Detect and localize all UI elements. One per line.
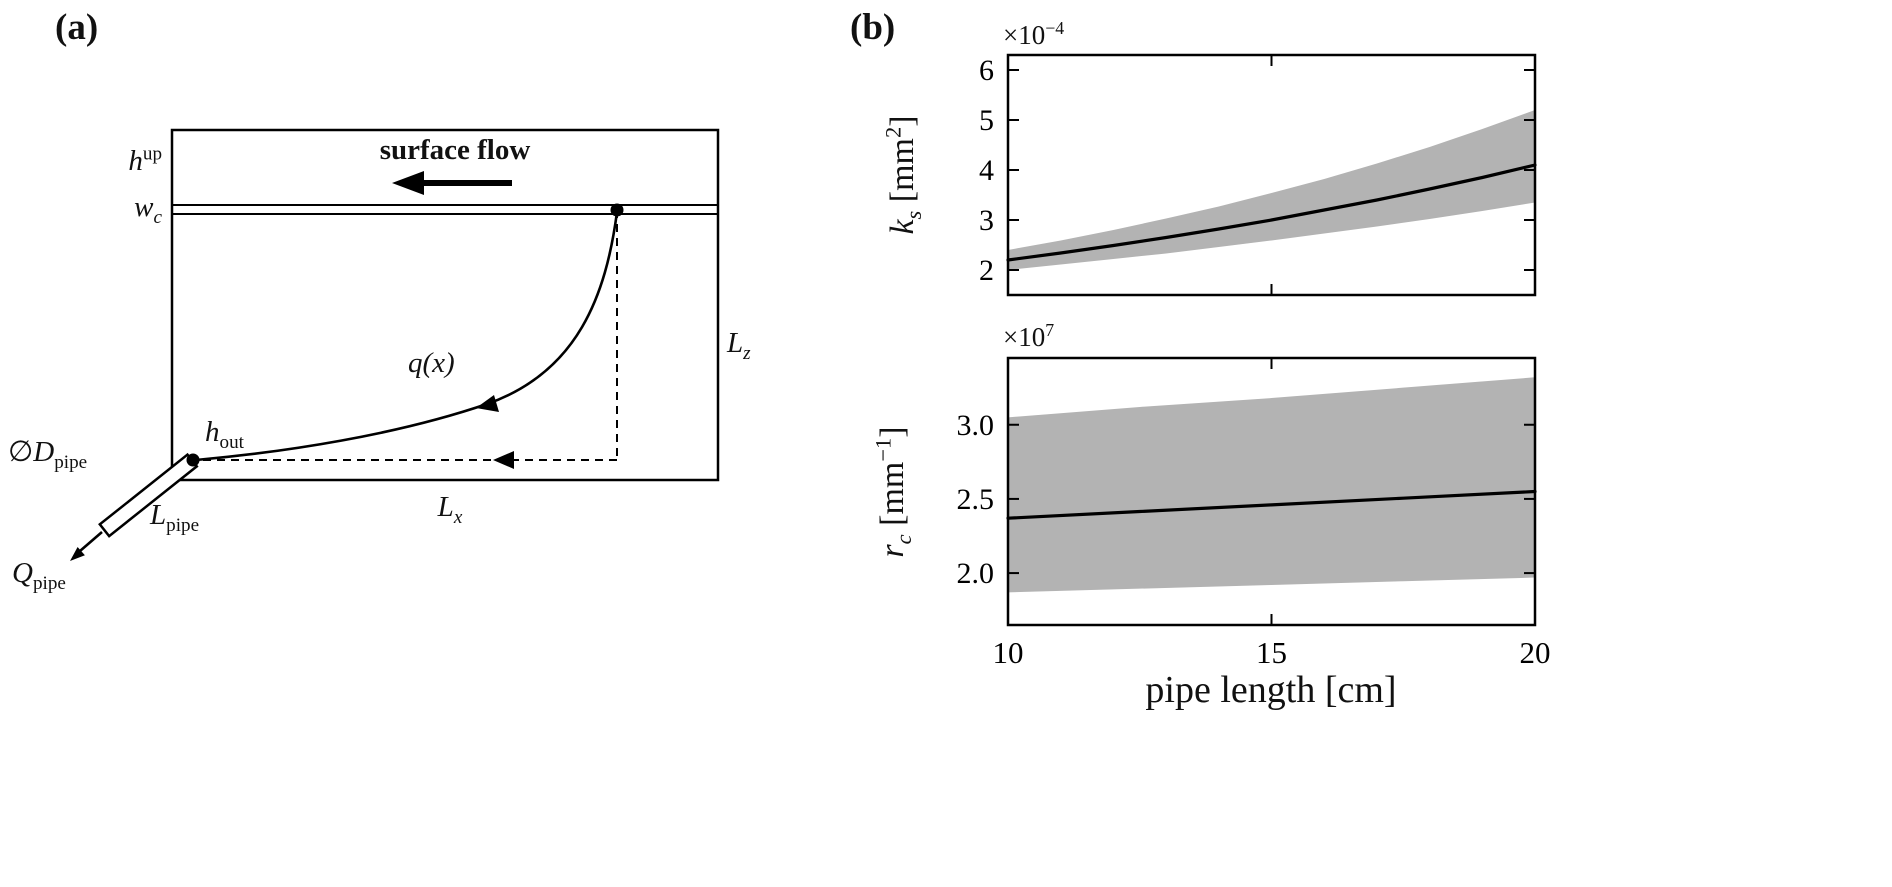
label-surface-flow: surface flow xyxy=(379,134,531,166)
h-out-base: h xyxy=(205,416,220,448)
rc-offset-label: ×107 xyxy=(1003,320,1055,353)
rc-ylabel-sub: c xyxy=(890,534,916,545)
flow-curve xyxy=(195,211,619,462)
surface-flow-arrow-head xyxy=(392,171,424,195)
ks-ylabel-unit-sup: 2 xyxy=(880,126,906,138)
L-z-sub: z xyxy=(743,342,751,364)
rc-offset-exp: 7 xyxy=(1045,320,1055,340)
y-tick-label: 2.0 xyxy=(957,557,995,590)
rc-ylabel-unit-close: ] xyxy=(874,426,911,438)
rc-chart: 2.0 2.5 3.0 10 15 20 xyxy=(957,356,1551,670)
ks-ylabel-sub: s xyxy=(900,210,926,220)
x-axis-label: pipe length [cm] xyxy=(1145,669,1397,711)
L-x-base: L xyxy=(437,491,454,523)
rc-y-axis-label: rc [mm−1] xyxy=(870,426,916,558)
label-w-c: wc xyxy=(116,191,162,227)
y-tick-label: 3.0 xyxy=(957,409,995,442)
h-up-base: h xyxy=(128,145,143,177)
y-tick-label: 4 xyxy=(979,154,994,187)
domain-rectangle xyxy=(170,128,720,482)
x-tick-label: 15 xyxy=(1256,635,1287,670)
label-L-x: Lx xyxy=(400,491,500,527)
L-x-sub: x xyxy=(453,506,463,528)
w-c-base: w xyxy=(134,191,154,223)
label-L-z: Lz xyxy=(727,327,751,363)
y-tick-label: 2.5 xyxy=(957,483,995,516)
ks-chart: 2 3 4 5 6 xyxy=(979,53,1537,297)
label-Q-pipe: Qpipe xyxy=(12,557,66,593)
inlet-dot xyxy=(610,203,624,217)
rc-offset-prefix: ×10 xyxy=(1003,322,1046,352)
h-out-sub: out xyxy=(219,431,244,453)
q-x-text: q(x) xyxy=(408,347,455,379)
uncertainty-band xyxy=(1008,377,1535,593)
x-tick-label: 10 xyxy=(993,635,1024,670)
D-pipe-base: D xyxy=(33,436,55,468)
panel-b-label: (b) xyxy=(850,7,896,48)
ks-offset-label: ×10−4 xyxy=(1003,18,1065,51)
y-tick-label: 5 xyxy=(979,104,994,137)
outlet-dot xyxy=(186,453,200,467)
mean-line xyxy=(1006,489,1537,520)
ks-ylabel-base: k xyxy=(884,219,921,235)
pipe-outflow-arrow-shaft xyxy=(79,531,103,552)
pipe-outflow-arrow-head xyxy=(70,547,85,561)
dashed-line-arrow-head xyxy=(493,451,514,469)
Q-pipe-sub: pipe xyxy=(32,572,66,594)
ks-y-axis-label: ks [mm2] xyxy=(880,115,926,235)
D-pipe-sub: pipe xyxy=(54,451,88,473)
label-h-out: hout xyxy=(205,416,244,452)
schematic-diagram xyxy=(70,128,720,561)
label-D-pipe: ∅Dpipe xyxy=(8,436,87,472)
label-h-up: hup xyxy=(98,143,162,178)
flow-curve-arrow-head xyxy=(476,395,499,412)
y-tick-label: 2 xyxy=(979,254,994,287)
uncertainty-band xyxy=(1008,110,1535,270)
label-q-x: q(x) xyxy=(408,347,455,380)
L-z-base: L xyxy=(727,327,744,359)
y-tick-label: 6 xyxy=(979,54,994,87)
ks-ylabel-unit-close: ] xyxy=(884,115,921,127)
mean-line xyxy=(1006,163,1537,262)
L-pipe-sub: pipe xyxy=(166,514,200,536)
Q-pipe-base: Q xyxy=(12,557,33,589)
w-c-sub: c xyxy=(153,206,163,228)
D-pipe-diameter-symbol: ∅ xyxy=(8,436,34,468)
x-tick-label: 20 xyxy=(1520,635,1551,670)
panel-a-label: (a) xyxy=(55,7,99,48)
rc-ylabel-unit-open: [mm xyxy=(874,461,911,535)
rc-ylabel-unit-sup: −1 xyxy=(870,437,896,462)
ks-offset-prefix: ×10 xyxy=(1003,20,1046,50)
y-tick-label: 3 xyxy=(979,204,994,237)
label-L-pipe: Lpipe xyxy=(150,499,199,535)
ks-offset-exp: −4 xyxy=(1045,18,1065,38)
ks-ylabel-unit-open: [mm xyxy=(884,138,921,211)
h-up-sup: up xyxy=(142,143,162,165)
L-pipe-base: L xyxy=(150,499,167,531)
rc-ylabel-base: r xyxy=(874,544,911,558)
